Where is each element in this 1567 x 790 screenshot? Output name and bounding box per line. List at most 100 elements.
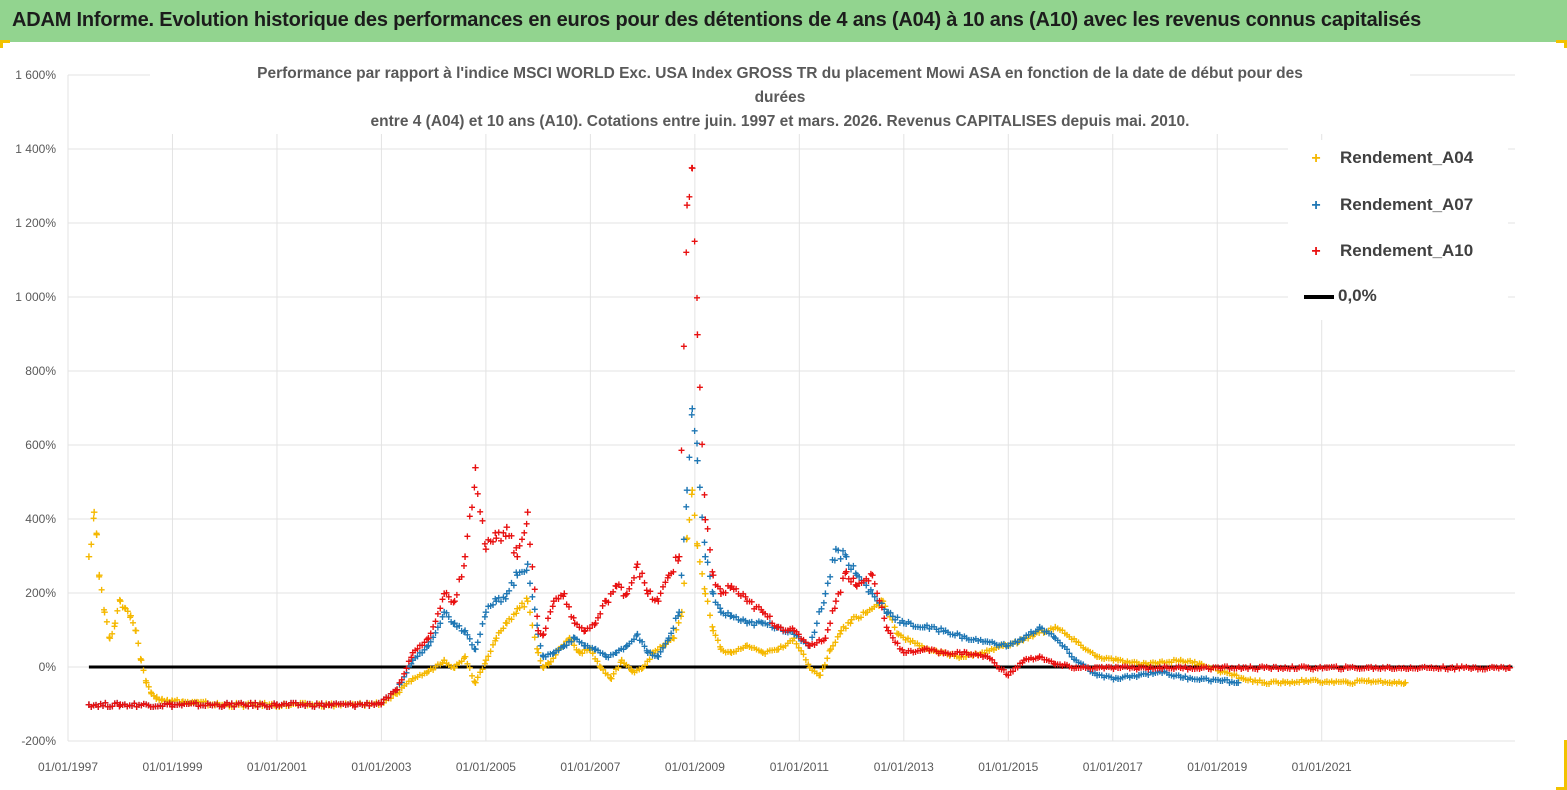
data-point: + [1114,671,1122,686]
data-point: + [403,661,410,675]
data-point: + [1231,676,1238,690]
data-point: + [816,667,824,682]
data-point: + [709,620,716,634]
data-point: + [1098,652,1105,666]
data-point: + [832,542,840,557]
data-point: + [393,682,401,697]
data-point: + [613,645,621,660]
data-point: + [615,643,622,657]
data-point: + [965,633,972,647]
data-point: + [1289,660,1296,674]
data-point: + [166,696,173,710]
data-point: + [537,654,544,668]
data-point: + [259,697,266,711]
data-point: + [1210,661,1217,675]
data-point: + [1268,662,1275,676]
data-point: + [221,697,229,712]
data-point: + [957,649,965,664]
data-point: + [1370,675,1377,689]
data-point: + [240,698,247,712]
data-point: + [683,198,691,213]
data-point: + [145,698,152,712]
data-point: + [1019,656,1026,670]
data-point: + [1221,665,1228,679]
data-point: + [746,594,753,608]
data-point: + [85,697,93,712]
data-point: + [127,608,135,623]
data-point: + [701,536,708,550]
data-point: + [93,527,101,542]
data-point: + [1040,626,1047,640]
data-point: + [960,650,967,664]
data-point: + [1077,657,1084,671]
data-point: + [221,699,228,713]
data-point: + [651,593,658,607]
data-point: + [1245,673,1252,687]
data-point: + [401,670,408,684]
data-point: + [209,698,216,712]
data-point: + [502,529,509,543]
data-point: + [1224,673,1231,687]
data-point: + [1205,674,1212,688]
data-point: + [182,695,189,709]
data-point: + [586,643,593,657]
data-point: + [1110,672,1117,686]
data-point: + [1349,677,1356,691]
data-point: + [1365,673,1373,688]
data-point: + [654,649,661,663]
data-point: + [581,639,588,653]
data-point: + [691,234,698,248]
data-point: + [1011,635,1018,649]
data-point: + [111,616,119,631]
data-point: + [660,638,668,653]
data-point: + [1084,662,1091,676]
data-point: + [1196,657,1203,671]
data-point: + [297,696,304,710]
data-point: + [636,634,643,648]
data-point: + [578,621,585,635]
data-point: + [612,646,619,660]
data-point: + [1268,675,1275,689]
x-tick-label: 01/01/2011 [770,760,829,774]
data-point: + [802,653,809,667]
data-point: + [309,700,316,714]
data-point: + [662,575,669,589]
data-point: + [777,640,784,654]
chart-title-line: Performance par rapport à l'indice MSCI … [257,65,1303,82]
data-point: + [977,633,984,647]
data-point: + [1221,660,1228,674]
data-point: + [951,647,958,661]
data-point: + [919,621,926,635]
data-point: + [1122,656,1129,670]
data-point: + [1093,649,1101,664]
data-point: + [333,697,340,711]
data-point: + [184,695,191,709]
data-point: + [318,696,325,710]
data-point: + [288,696,295,710]
data-point: + [1265,677,1272,691]
data-point: + [295,699,302,713]
data-point: + [959,631,966,645]
data-point: + [302,696,309,710]
data-point: + [453,620,460,634]
data-point: + [1168,661,1175,675]
data-point: + [1340,662,1347,676]
data-point: + [563,639,570,653]
data-point: + [1284,661,1291,675]
data-point: + [746,640,753,654]
data-point: + [712,578,719,592]
x-tick-label: 01/01/1997 [38,760,98,774]
data-point: + [408,675,415,689]
data-point: + [224,696,231,710]
data-point: + [1358,661,1365,675]
data-point: + [1217,661,1224,675]
data-point: + [587,642,595,657]
data-point: + [373,697,380,711]
data-point: + [867,583,874,597]
data-point: + [1200,660,1207,674]
data-point: + [416,638,423,652]
data-point: + [693,537,700,551]
data-point: + [1200,659,1207,673]
data-point: + [647,585,654,599]
data-point: + [680,532,687,546]
